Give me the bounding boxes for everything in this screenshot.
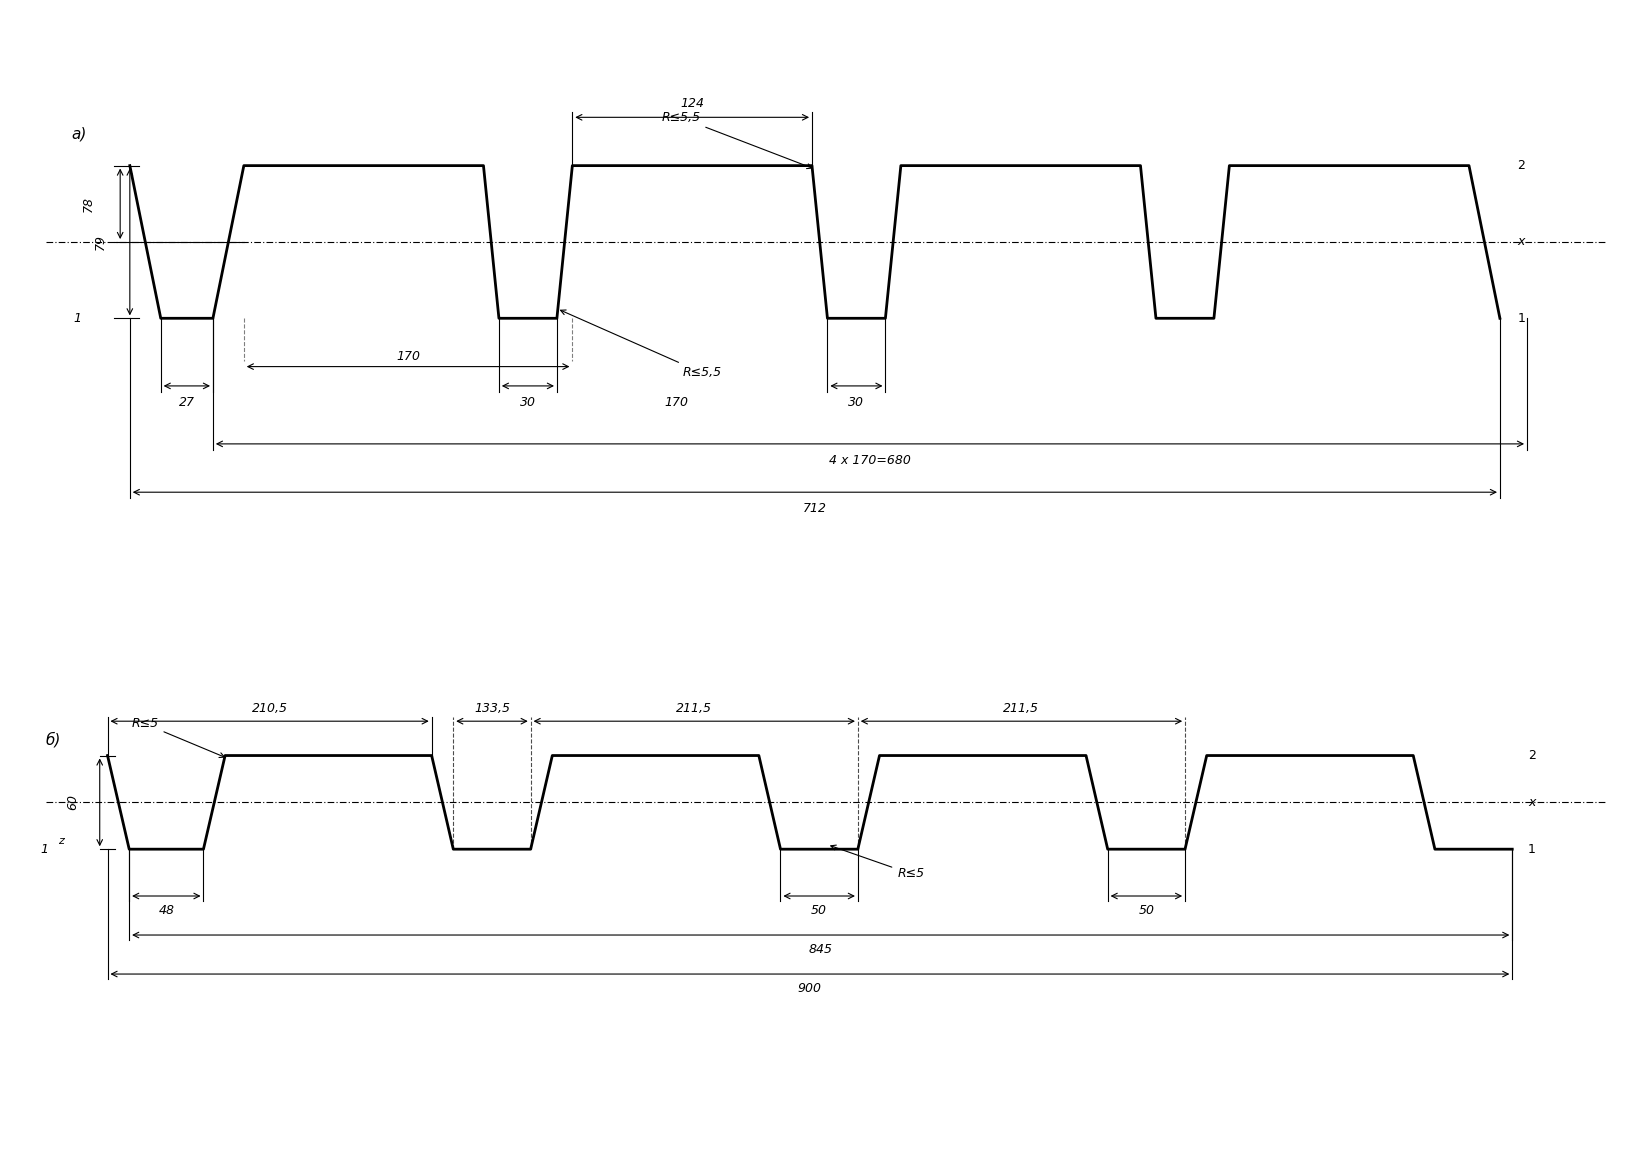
- Text: 78: 78: [83, 196, 96, 212]
- Text: 79: 79: [94, 233, 107, 250]
- Text: 30: 30: [520, 396, 537, 408]
- Text: 2: 2: [1517, 159, 1526, 172]
- Text: 712: 712: [802, 501, 827, 515]
- Text: R≤5: R≤5: [132, 718, 225, 758]
- Text: 1: 1: [74, 312, 81, 324]
- Text: 60: 60: [66, 795, 79, 811]
- Text: 48: 48: [158, 904, 175, 917]
- Text: 4 x 170=680: 4 x 170=680: [829, 453, 911, 467]
- Text: x: x: [1527, 796, 1535, 808]
- Text: 845: 845: [809, 943, 832, 956]
- Text: 900: 900: [797, 982, 822, 995]
- Text: 30: 30: [849, 396, 865, 408]
- Text: 124: 124: [680, 97, 705, 109]
- Text: 50: 50: [1139, 904, 1154, 917]
- Text: а): а): [73, 126, 88, 141]
- Text: x: x: [1517, 236, 1524, 248]
- Text: 2: 2: [1527, 749, 1535, 762]
- Text: 1: 1: [1517, 312, 1526, 324]
- Text: 50: 50: [811, 904, 827, 917]
- Text: 133,5: 133,5: [474, 702, 510, 715]
- Text: R≤5,5: R≤5,5: [662, 112, 812, 169]
- Text: 27: 27: [178, 396, 195, 408]
- Text: z: z: [58, 836, 64, 846]
- Text: 170: 170: [396, 350, 419, 362]
- Text: 1: 1: [1527, 843, 1535, 856]
- Text: 210,5: 210,5: [251, 702, 287, 715]
- Text: 211,5: 211,5: [1004, 702, 1040, 715]
- Text: R≤5,5: R≤5,5: [561, 310, 721, 380]
- Text: 211,5: 211,5: [677, 702, 712, 715]
- Text: б): б): [45, 733, 61, 748]
- Text: 1: 1: [40, 843, 48, 856]
- Text: 170: 170: [665, 396, 688, 408]
- Text: R≤5: R≤5: [830, 845, 925, 880]
